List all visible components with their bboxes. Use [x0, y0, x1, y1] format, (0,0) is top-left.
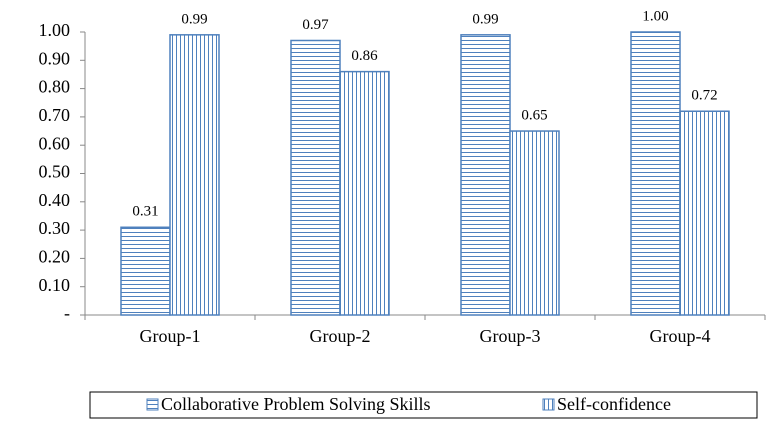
value-label: 0.97 — [302, 17, 329, 33]
y-tick-label: 0.40 — [39, 190, 71, 210]
bar — [630, 31, 681, 316]
y-tick-label: 0.90 — [39, 48, 71, 68]
bar — [509, 130, 560, 316]
bar — [460, 34, 511, 316]
y-tick-label: 1.00 — [39, 20, 71, 40]
y-tick-label: 0.30 — [39, 218, 71, 238]
legend-swatch — [542, 398, 555, 411]
legend-swatch — [146, 398, 159, 411]
value-label: 0.86 — [351, 48, 378, 64]
y-tick-label: 0.50 — [39, 162, 71, 182]
legend-label: Collaborative Problem Solving Skills — [161, 394, 431, 414]
value-label: 0.99 — [472, 11, 498, 27]
value-label: 0.31 — [132, 204, 158, 220]
bar — [339, 70, 390, 316]
x-tick-label: Group-1 — [140, 326, 201, 346]
x-tick-label: Group-4 — [650, 326, 711, 346]
value-label: 0.65 — [521, 107, 547, 123]
y-tick-label: 0.80 — [39, 77, 71, 97]
y-tick-label: 0.70 — [39, 105, 71, 125]
legend-box — [89, 391, 758, 419]
bar — [169, 34, 220, 316]
y-tick-label: - — [64, 303, 70, 323]
y-tick-label: 0.60 — [39, 133, 71, 153]
x-tick-label: Group-2 — [310, 326, 371, 346]
y-tick-label: 0.10 — [39, 275, 71, 295]
bar — [679, 110, 730, 316]
y-tick-label: 0.20 — [39, 247, 71, 267]
value-label: 0.72 — [691, 88, 717, 104]
value-label: 1.00 — [642, 8, 668, 24]
bar — [120, 226, 171, 316]
bar — [290, 39, 341, 316]
value-label: 0.99 — [181, 11, 207, 27]
legend-label: Self-confidence — [557, 394, 671, 414]
x-tick-label: Group-3 — [480, 326, 541, 346]
